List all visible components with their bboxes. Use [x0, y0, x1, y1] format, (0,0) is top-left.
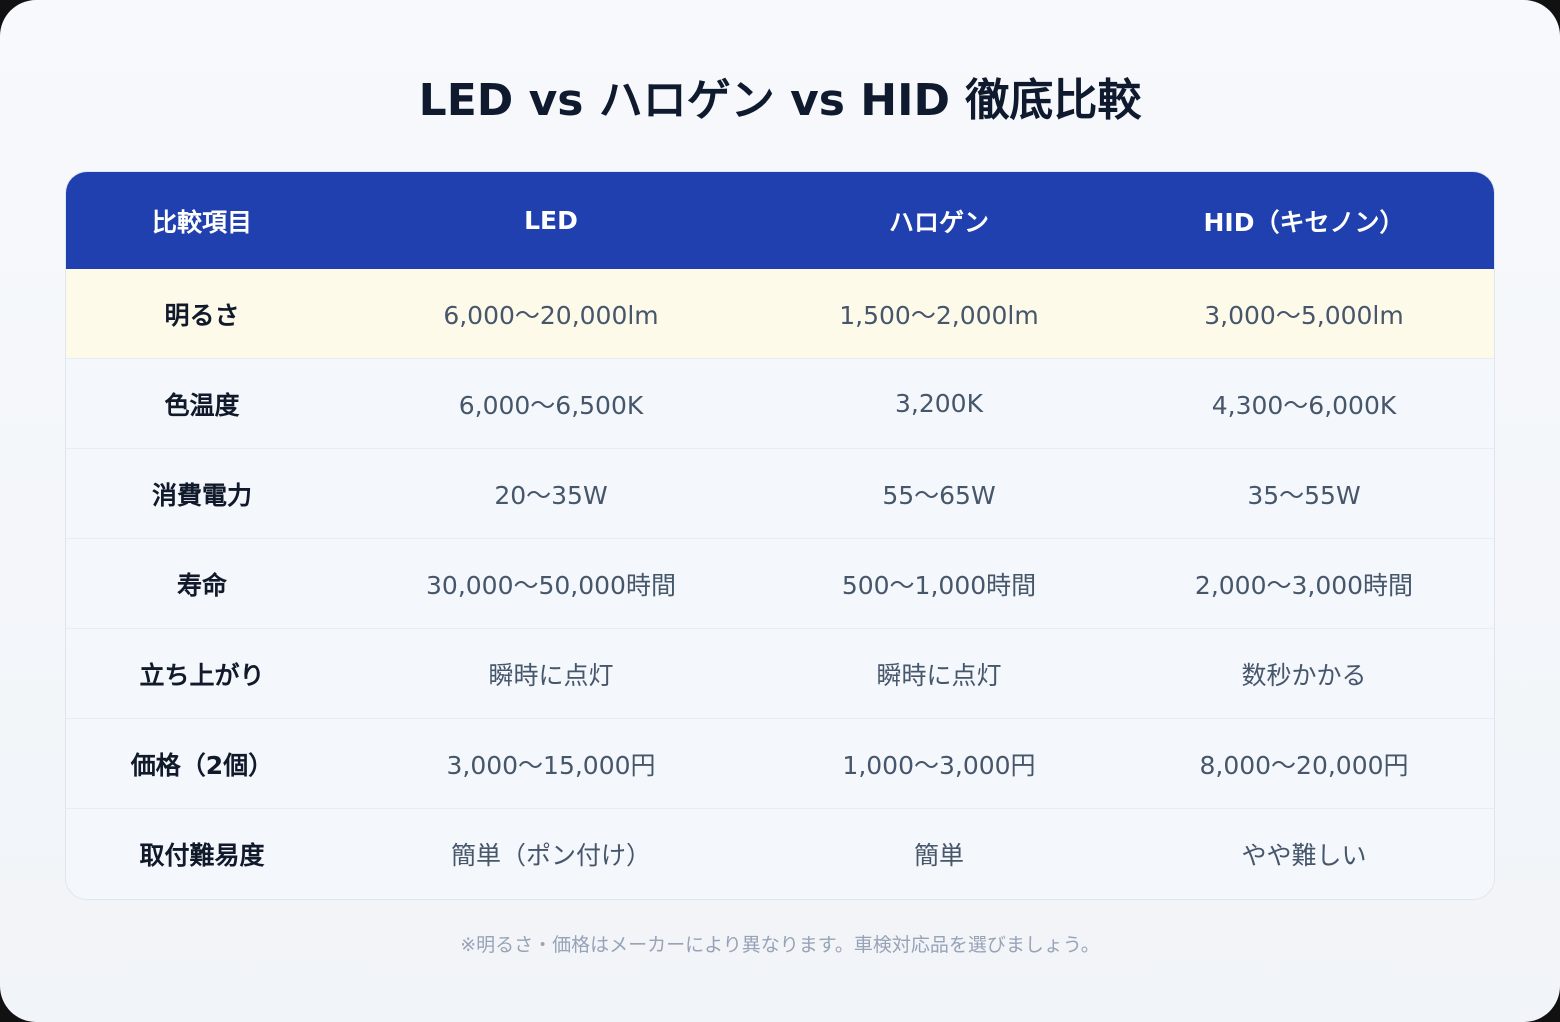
cell-led: 6,000〜6,500K [458, 390, 644, 420]
table-row-color-temp: 色温度 6,000〜6,500K 3,200K 4,300〜6,000K [66, 359, 1494, 449]
cell-hid: 3,000〜5,000lm [1204, 300, 1404, 330]
cell-hid: 数秒かかる [1241, 660, 1367, 690]
cell-hid: やや難しい [1241, 841, 1367, 870]
table-row-lifespan: 寿命 30,000〜50,000時間 500〜1,000時間 2,000〜3,0… [66, 539, 1494, 629]
cell-led: 30,000〜50,000時間 [426, 570, 676, 600]
cell-halogen: 500〜1,000時間 [841, 570, 1037, 600]
header-led: LED [524, 206, 578, 235]
row-label: 明るさ [164, 300, 240, 330]
cell-led: 簡単（ポン付け） [450, 841, 651, 870]
row-label: 価格（2個） [130, 750, 274, 780]
cell-led: 瞬時に点灯 [488, 660, 614, 690]
cell-halogen: 55〜65W [882, 480, 996, 510]
row-label: 取付難易度 [139, 841, 265, 870]
cell-halogen: 1,000〜3,000円 [842, 750, 1036, 780]
cell-halogen: 1,500〜2,000lm [839, 300, 1039, 330]
table-row-power: 消費電力 20〜35W 55〜65W 35〜55W [66, 449, 1494, 539]
cell-halogen: 瞬時に点灯 [876, 660, 1002, 690]
table-row-brightness: 明るさ 6,000〜20,000lm 1,500〜2,000lm 3,000〜5… [66, 269, 1494, 359]
cell-hid: 8,000〜20,000円 [1199, 750, 1409, 780]
comparison-table: 比較項目 LED ハロゲン HID（キセノン） 明るさ 6,000〜20,000… [65, 171, 1495, 900]
page-title: LED vs ハロゲン vs HID 徹底比較 [418, 75, 1142, 126]
row-label: 立ち上がり [139, 660, 265, 690]
cell-led: 20〜35W [494, 480, 608, 510]
header-hid: HID（キセノン） [1203, 207, 1405, 237]
table-row-install: 取付難易度 簡単（ポン付け） 簡単 やや難しい [66, 809, 1494, 899]
cell-led: 3,000〜15,000円 [446, 750, 656, 780]
table-row-price: 価格（2個） 3,000〜15,000円 1,000〜3,000円 8,000〜… [66, 719, 1494, 809]
cell-hid: 4,300〜6,000K [1211, 390, 1397, 420]
cell-led: 6,000〜20,000lm [443, 300, 659, 330]
row-label: 寿命 [176, 570, 227, 600]
cell-halogen: 3,200K [895, 389, 983, 418]
cell-hid: 2,000〜3,000時間 [1194, 570, 1414, 600]
table-header-row: 比較項目 LED ハロゲン HID（キセノン） [66, 172, 1494, 269]
cell-halogen: 簡単 [913, 841, 964, 870]
footnote: ※明るさ・価格はメーカーにより異なります。車検対応品を選びましょう。 [460, 934, 1100, 956]
row-label: 色温度 [164, 390, 240, 420]
row-label: 消費電力 [151, 480, 252, 510]
cell-hid: 35〜55W [1247, 480, 1361, 510]
table-row-startup: 立ち上がり 瞬時に点灯 瞬時に点灯 数秒かかる [66, 629, 1494, 719]
header-halogen: ハロゲン [888, 207, 989, 237]
header-item: 比較項目 [151, 207, 252, 237]
